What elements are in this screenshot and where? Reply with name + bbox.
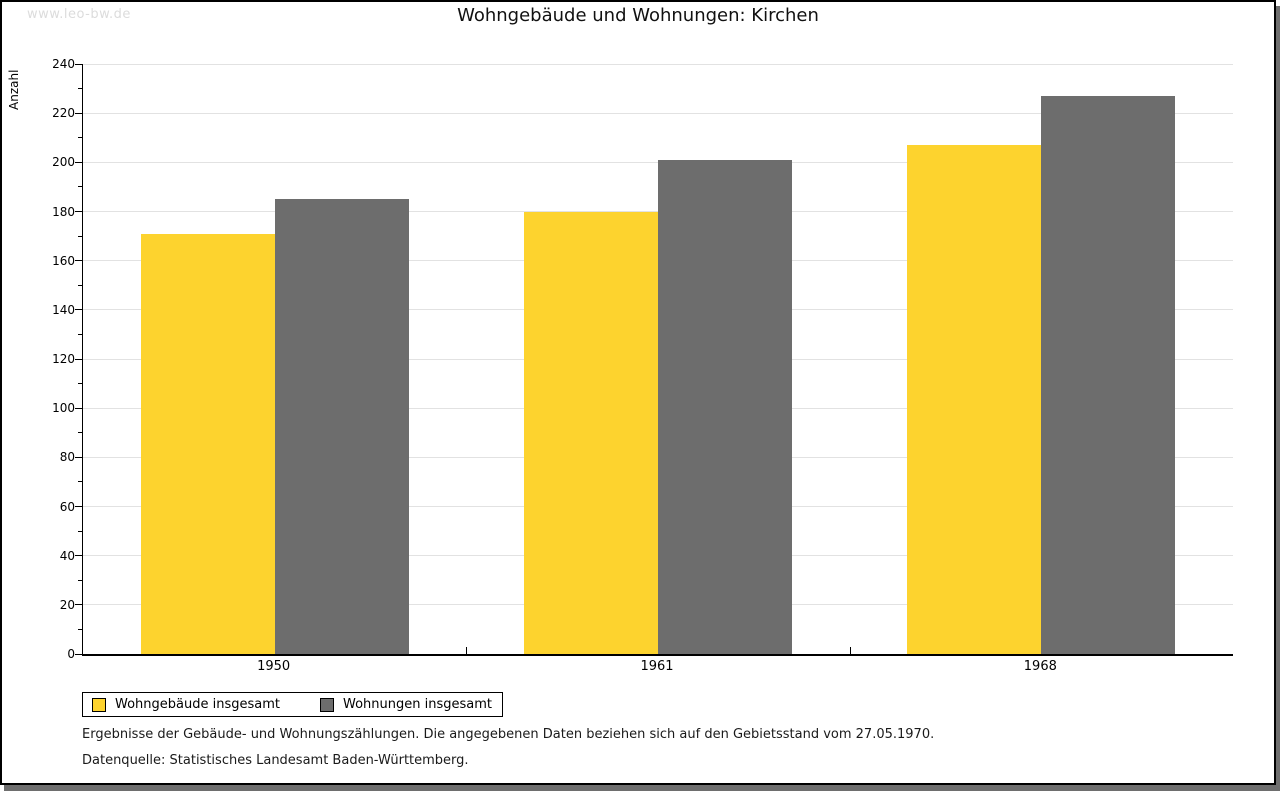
y-tick-label-180: 180 [52,204,75,219]
y-minor-tick-130 [78,333,82,335]
y-minor-tick-10 [78,628,82,630]
y-major-tick-180 [75,211,82,212]
legend-item-wohnungen: Wohnungen insgesamt [320,697,492,712]
y-major-tick-240 [75,63,82,65]
y-major-tick-160 [75,260,82,262]
chart-title: Wohngebäude und Wohnungen: Kirchen [457,5,819,26]
gridline-y-220 [83,112,1233,114]
legend-item-wohngebaeude: Wohngebäude insgesamt [92,697,280,712]
x-boundary-tick-2 [849,647,851,654]
x-tick-label-1961: 1961 [640,659,674,674]
y-minor-tick-70 [78,481,82,483]
y-tick-label-60: 60 [59,499,75,514]
y-minor-tick-190 [78,186,82,188]
gridline-y-240 [83,63,1233,65]
y-major-tick-80 [75,456,82,458]
y-minor-tick-30 [78,579,82,581]
y-major-tick-0 [75,653,82,655]
y-tick-label-160: 160 [52,253,75,268]
y-tick-label-80: 80 [59,450,75,465]
y-major-tick-20 [75,604,82,606]
y-tick-label-240: 240 [52,57,75,71]
y-major-tick-120 [75,358,82,360]
y-tick-label-20: 20 [59,597,75,612]
y-major-tick-200 [75,161,82,163]
y-major-tick-60 [75,506,82,507]
watermark: www.leo-bw.de [27,7,131,22]
footnote-line2: Datenquelle: Statistisches Landesamt Bad… [82,753,469,768]
y-major-tick-220 [75,112,82,114]
y-major-tick-100 [75,407,82,409]
bar-wohngebaeude-1950 [140,233,275,654]
y-minor-tick-50 [78,530,82,532]
y-minor-tick-170 [78,235,82,237]
y-minor-tick-110 [78,383,82,385]
bar-wohnungen-1961 [658,159,792,654]
x-tick-label-1950: 1950 [257,659,291,674]
footnote-line1: Ergebnisse der Gebäude- und Wohnungszähl… [82,727,935,742]
y-minor-tick-230 [78,88,82,90]
y-tick-label-40: 40 [59,548,75,563]
legend-swatch-yellow [92,697,106,712]
y-tick-label-0: 0 [67,647,75,661]
y-minor-tick-210 [78,137,82,139]
bar-wohngebaeude-1961 [524,211,658,654]
y-major-tick-40 [75,555,82,557]
y-tick-label-120: 120 [52,352,75,366]
legend-label: Wohnungen insgesamt [343,697,492,712]
legend-swatch-gray [320,697,334,712]
y-tick-label-220: 220 [52,106,75,121]
x-tick-label-1968: 1968 [1023,659,1057,674]
y-tick-label-140: 140 [52,302,75,317]
y-major-tick-140 [75,309,82,311]
y-axis-label: Anzahl [7,69,21,110]
legend: Wohngebäude insgesamt Wohnungen insgesamt [82,692,503,717]
y-tick-label-100: 100 [52,401,75,416]
y-minor-tick-90 [78,432,82,434]
bar-wohnungen-1950 [274,199,409,654]
x-boundary-tick-1 [466,647,468,654]
y-tick-label-200: 200 [52,155,75,170]
y-minor-tick-150 [78,284,82,286]
bar-wohngebaeude-1968 [907,145,1042,654]
bar-wohnungen-1968 [1041,95,1176,654]
plot-area: 0 20 40 60 80 100 120 140 160 180 200 220 240 [52,57,1233,661]
legend-label: Wohngebäude insgesamt [115,697,280,712]
